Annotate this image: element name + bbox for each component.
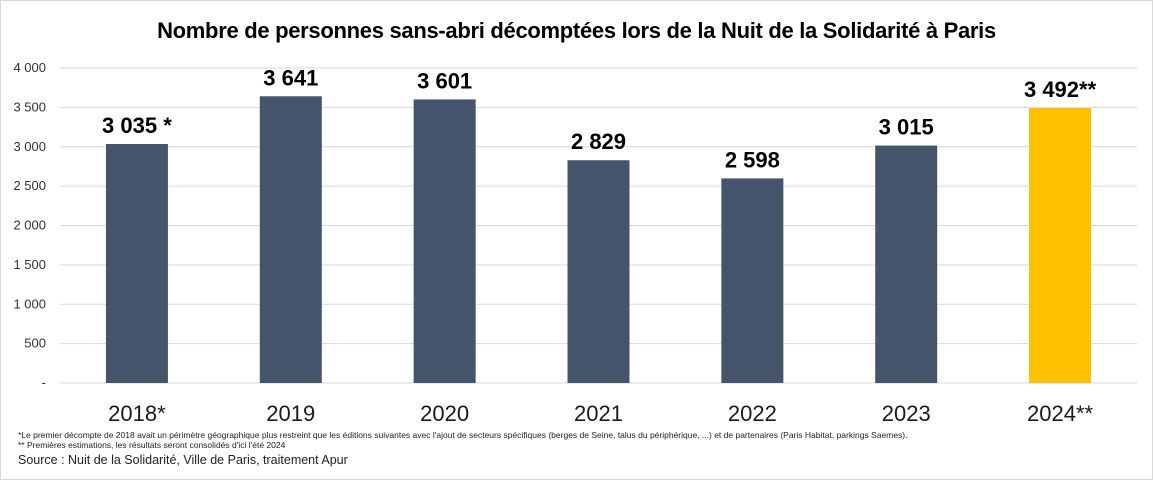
data-label: 3 492** xyxy=(1024,77,1097,102)
y-tick-label: 2 000 xyxy=(13,218,46,233)
y-tick-label: 2 500 xyxy=(13,178,46,193)
data-label: 3 601 xyxy=(417,68,472,93)
data-label: 3 015 xyxy=(879,115,934,140)
bar xyxy=(413,99,476,383)
chart-notes: *Le premier décompte de 2018 avait un pé… xyxy=(18,430,1138,467)
x-tick-label: 2021 xyxy=(574,401,623,426)
footnote-2024: ** Premières estimations, les résultats … xyxy=(18,440,286,450)
footnote-2018: *Le premier décompte de 2018 avait un pé… xyxy=(18,430,908,440)
bar xyxy=(259,96,322,384)
y-tick-label: 500 xyxy=(24,336,46,351)
x-tick-label: 2022 xyxy=(728,401,777,426)
source-text: Source : Nuit de la Solidarité, Ville de… xyxy=(18,453,348,467)
y-tick-label: 3 000 xyxy=(13,139,46,154)
data-label: 3 641 xyxy=(263,65,318,90)
bar xyxy=(875,145,938,383)
bar xyxy=(721,178,784,383)
y-tick-label: 1 500 xyxy=(13,257,46,272)
y-tick-label: 3 500 xyxy=(13,99,46,114)
x-tick-label: 2018* xyxy=(108,401,166,426)
x-tick-label: 2020 xyxy=(420,401,469,426)
y-tick-label: - xyxy=(42,375,46,390)
bar xyxy=(105,143,168,383)
data-label: 2 598 xyxy=(725,147,780,172)
bar xyxy=(567,160,630,383)
x-tick-label: 2024** xyxy=(1027,401,1094,426)
data-label: 2 829 xyxy=(571,129,626,154)
bar xyxy=(1029,108,1092,383)
x-tick-label: 2019 xyxy=(266,401,315,426)
y-tick-label: 4 000 xyxy=(13,60,46,75)
chart-title: Nombre de personnes sans-abri décomptées… xyxy=(157,18,996,43)
x-tick-label: 2023 xyxy=(882,401,931,426)
data-label: 3 035 * xyxy=(102,113,172,138)
y-tick-label: 1 000 xyxy=(13,296,46,311)
